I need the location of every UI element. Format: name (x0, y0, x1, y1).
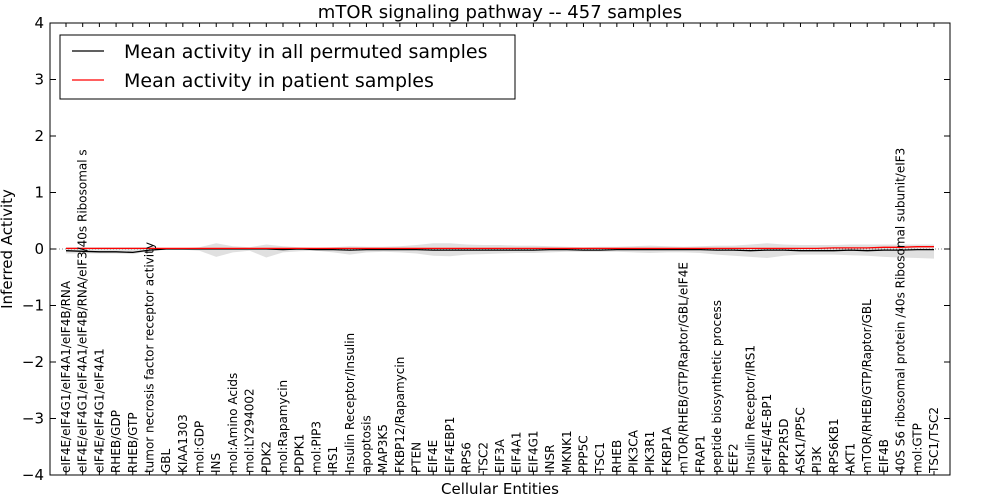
category-label: mTOR/RHEB/GTP/Raptor/GBL (860, 299, 874, 473)
category-label: MKNK1 (560, 430, 574, 473)
band-layer (66, 243, 934, 259)
y-tick-label: 2 (34, 127, 44, 145)
category-label: RPS6KB1 (827, 418, 841, 473)
y-tick-label: 4 (34, 14, 44, 32)
category-label: eIF4E/eIF4G1/eIF4A1/eIF4B/RNA (59, 280, 73, 473)
category-label: PIK3R1 (643, 431, 657, 473)
category-label: ASK1/PP5C (794, 407, 808, 473)
legend-label-permuted: Mean activity in all permuted samples (124, 41, 487, 63)
category-label: PPP2R5D (777, 418, 791, 473)
category-label: EIF4G1 (526, 430, 540, 473)
category-label: mol:Amino Acids (226, 373, 240, 473)
category-label: EIF3A (493, 438, 507, 473)
y-ticks: −4 −3 −2 −1 0 1 2 3 4 (22, 14, 950, 484)
y-tick-label: −4 (22, 466, 44, 484)
category-labels: eIF4E/eIF4G1/eIF4A1/eIF4B/RNA eIF4E/eIF4G… (59, 23, 941, 475)
category-label: INSR (543, 445, 557, 473)
legend-box (59, 34, 516, 100)
y-tick-label: −3 (22, 410, 44, 428)
category-label: TSC2 (476, 442, 490, 474)
y-tick-label: −1 (22, 297, 44, 315)
category-label: TSC1/TSC2 (927, 407, 941, 474)
category-label: PPP5C (577, 435, 591, 473)
category-label: EEF2 (727, 443, 741, 473)
category-label: PDK2 (259, 441, 273, 473)
category-label: eIF4E/4E-BP1 (760, 394, 774, 473)
category-label: tumor necrosis factor receptor activity (143, 242, 157, 473)
category-label: peptide biosynthetic process (710, 300, 724, 473)
chart-title: mTOR signaling pathway -- 457 samples (318, 2, 682, 23)
category-label: RPS6 (460, 442, 474, 473)
y-tick-label: −2 (22, 353, 44, 371)
category-label: FKBP12/Rapamycin (393, 357, 407, 473)
y-axis-label: Inferred Activity (0, 189, 16, 309)
category-label: Insulin Receptor/Insulin (343, 333, 357, 473)
category-label: RHEB/GDP (109, 410, 123, 473)
series-line-patient (66, 246, 934, 250)
series-layer (65, 246, 934, 254)
x-axis-label: Cellular Entities (441, 480, 559, 498)
category-label: FRAP1 (693, 435, 707, 473)
category-label: INS (209, 453, 223, 473)
category-label: apoptosis (360, 415, 374, 473)
category-label: FKBP1A (660, 426, 674, 473)
category-label: mTOR/RHEB/GTP/Raptor/GBL/eIF4E (677, 262, 691, 473)
category-label: MAP3K5 (376, 424, 390, 473)
category-label: mol:Rapamycin (276, 380, 290, 473)
y-tick-label: 1 (34, 184, 44, 202)
category-label: mol:GDP (193, 421, 207, 473)
category-label: mol:PIP3 (309, 421, 323, 473)
plot-frame (49, 22, 951, 476)
category-label: RHEB (610, 440, 624, 473)
category-label: PDPK1 (293, 434, 307, 473)
category-label: PIK3CA (627, 429, 641, 473)
category-label: PI3K (810, 446, 824, 473)
category-label: RHEB/GTP (126, 412, 140, 473)
category-label: eIF4E/eIF4G1/eIF4A1 (92, 348, 106, 473)
category-label: KIAA1303 (176, 414, 190, 473)
category-label: AKT1 (844, 443, 858, 473)
category-label: eIF4E/eIF4G1/eIF4A1/eIF4B/RNA/eIF3/40s R… (76, 149, 90, 473)
category-label: IRS1 (326, 446, 340, 473)
category-label: EIF4B (877, 439, 891, 473)
legend: Mean activity in all permuted samples Me… (59, 34, 516, 100)
y-tick-label: 0 (34, 240, 44, 258)
category-label: GBL (159, 449, 173, 474)
category-label: 40S S6 ribosomal protein /40s Ribosomal … (894, 148, 908, 473)
category-label: EIF4A1 (510, 431, 524, 473)
category-label: mol:GTP (910, 423, 924, 473)
category-label: EIF4E (426, 440, 440, 473)
category-label: EIF4EBP1 (443, 417, 457, 473)
category-label: PTEN (410, 442, 424, 473)
y-tick-label: 3 (34, 71, 44, 89)
category-label: Insulin Receptor/IRS1 (743, 345, 757, 473)
category-label: TSC1 (593, 442, 607, 474)
variance-band (66, 243, 934, 259)
legend-label-patient: Mean activity in patient samples (124, 70, 434, 92)
category-label: mol:LY294002 (243, 388, 257, 473)
